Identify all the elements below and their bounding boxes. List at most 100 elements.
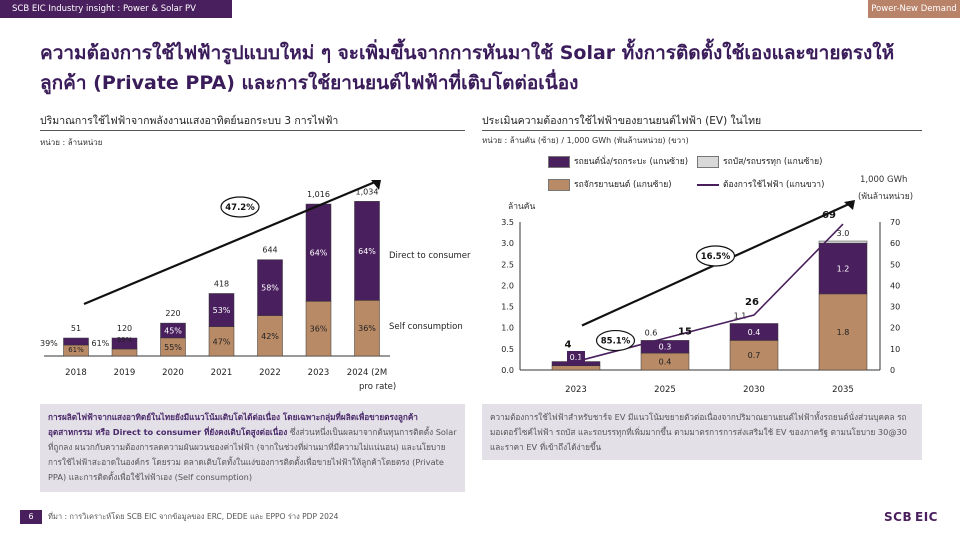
demand-line-swatch: [697, 183, 719, 186]
growth-label: 16.5%: [701, 252, 731, 262]
share-label: 61%: [68, 346, 84, 354]
growth-badge: [695, 245, 736, 267]
share-label: 61%: [92, 339, 110, 348]
y-tick-label: 0.5: [501, 345, 514, 354]
growth-arrow-head: [371, 180, 381, 190]
y2-tick-label: 10: [890, 345, 900, 354]
x-tick-label: 2025: [654, 385, 676, 395]
y-tick-label: 1.5: [501, 303, 514, 312]
segment-label: 1.8: [837, 328, 850, 337]
legend-demand-label: ต้องการใช้ไฟฟ้า (แกนขวา): [723, 180, 825, 190]
y-tick-label: 0.0: [501, 366, 514, 375]
solar-usage-chart: 51 61% 39% 120 61% 39% 220 55% 45% 418 47% 53% 644 42…: [40, 180, 471, 392]
right-unit-label: หน่วย : ล้านคัน (ซ้าย) / 1,000 GWh (พันล…: [482, 136, 689, 145]
series-label-direct: Direct to consumer: [389, 251, 471, 261]
demand-label: 26: [745, 297, 759, 308]
bar-direct-to-consumer: [160, 322, 186, 339]
x-tick-label: 2022: [259, 368, 281, 378]
legend-demand: ต้องการใช้ไฟฟ้า (แกนขวา): [697, 177, 824, 191]
share-label: 58%: [261, 284, 279, 293]
y2-tick-label: 0: [890, 366, 895, 375]
x-tick-label: 2020: [162, 368, 184, 378]
share-label: 39%: [40, 339, 58, 348]
right-note-box: ความต้องการใช้ไฟฟ้าสำหรับชาร์จ EV มีแนวโ…: [482, 404, 922, 460]
y2-tick-label: 70: [890, 218, 900, 227]
segment-label: 0.1: [570, 353, 583, 362]
bar-self-consumption: [111, 348, 138, 357]
share-label: 55%: [164, 343, 182, 352]
left-title-rule: [40, 130, 465, 131]
left-note-text: ซึ่งส่วนหนึ่งเป็นผลมาจากต้นทุนการติดตั้ง…: [48, 427, 457, 482]
bar-self-consumption: [305, 301, 332, 357]
left-axis-title: ล้านคัน: [508, 202, 536, 212]
total-label: 51: [71, 324, 81, 333]
left-note-emphasis: การผลิตไฟฟ้าจากแสงอาทิตย์ในไทยยังมีแนวโน…: [48, 412, 418, 437]
passenger-swatch: [548, 155, 570, 168]
y2-tick-label: 30: [890, 303, 900, 312]
total-label: 1.1: [734, 311, 747, 320]
demand-label: 69: [822, 210, 836, 221]
bar-segment: [551, 361, 601, 367]
series-label-self: Self consumption: [389, 322, 463, 332]
demand-label: 4: [565, 340, 572, 351]
x-tick-label: 2023: [565, 385, 587, 395]
legend-bus: รถบัส/รถบรรทุก (แกนซ้าย): [697, 154, 822, 168]
section-label: Power-New Demand: [868, 0, 960, 18]
bar-segment: [640, 340, 690, 354]
bar-direct-to-consumer: [305, 203, 332, 302]
x-tick-label: 2030: [743, 385, 765, 395]
legend-passenger: รถยนต์นั่ง/รถกระบะ (แกนซ้าย): [548, 154, 688, 168]
scb-eic-logo: SCB EIC: [884, 510, 938, 524]
y2-tick-label: 60: [890, 239, 900, 248]
share-label: 36%: [358, 324, 376, 333]
segment-label: 0.3: [659, 343, 672, 352]
y-tick-label: 2.5: [501, 260, 514, 269]
page-title: ความต้องการใช้ไฟฟ้ารูปแบบใหม่ ๆ จะเพิ่มข…: [40, 42, 895, 94]
y-tick-label: 3.5: [501, 218, 514, 227]
bar-direct-to-consumer: [257, 259, 283, 316]
y-tick-label: 1.0: [501, 324, 514, 333]
bar-direct-to-consumer: [111, 337, 138, 350]
share-label: 53%: [213, 306, 231, 315]
bar-direct-to-consumer: [354, 201, 380, 301]
total-label: 644: [262, 246, 277, 255]
legend-motorcycle-label: รถจักรยานยนต์ (แกนซ้าย): [574, 180, 672, 190]
share-label: 39%: [117, 336, 133, 344]
growth-label: 85.1%: [601, 337, 631, 347]
growth-arrow-line: [83, 180, 376, 306]
growth-badge: [220, 196, 260, 218]
page-number: 6: [20, 510, 42, 524]
x-tick-label: 2019: [114, 368, 136, 378]
x-tick-label: 2021: [211, 368, 233, 378]
bar-segment: [818, 242, 868, 295]
bar-segment: [729, 323, 779, 341]
segment-label: 0.4: [748, 328, 761, 337]
y2-tick-label: 50: [890, 260, 900, 269]
bar-segment: [729, 340, 779, 371]
total-label: 120: [117, 324, 132, 333]
label-box: [567, 351, 585, 362]
share-label: 36%: [310, 325, 328, 334]
share-label: 42%: [261, 332, 279, 341]
segment-label: 0.7: [748, 351, 761, 360]
demand-label: 15: [678, 326, 692, 337]
bar-self-consumption: [354, 300, 380, 357]
growth-arrow-head: [844, 200, 855, 210]
legend-motorcycle: รถจักรยานยนต์ (แกนซ้าย): [548, 177, 672, 191]
total-label: 220: [165, 309, 180, 318]
growth-badge: [595, 329, 636, 352]
bus-swatch: [697, 155, 719, 168]
total-label: 1,034: [356, 187, 379, 196]
legend-passenger-label: รถยนต์นั่ง/รถกระบะ (แกนซ้าย): [574, 157, 689, 167]
right-note-text: ความต้องการใช้ไฟฟ้าสำหรับชาร์จ EV มีแนวโ…: [490, 412, 907, 452]
legend-bus-label: รถบัส/รถบรรทุก (แกนซ้าย): [723, 157, 823, 167]
x-tick-label: 2035: [832, 385, 854, 395]
segment-label: 1.2: [837, 265, 850, 274]
top-bar: SCB EIC Industry insight : Power & Solar…: [0, 0, 960, 20]
bar-segment: [818, 240, 868, 244]
share-label: 64%: [358, 247, 376, 256]
right-axis-title-2: (พันล้านหน่วย): [858, 192, 914, 202]
y-tick-label: 3.0: [501, 239, 514, 248]
total-label: 0.6: [645, 328, 658, 337]
segment-label: 0.4: [659, 358, 672, 367]
